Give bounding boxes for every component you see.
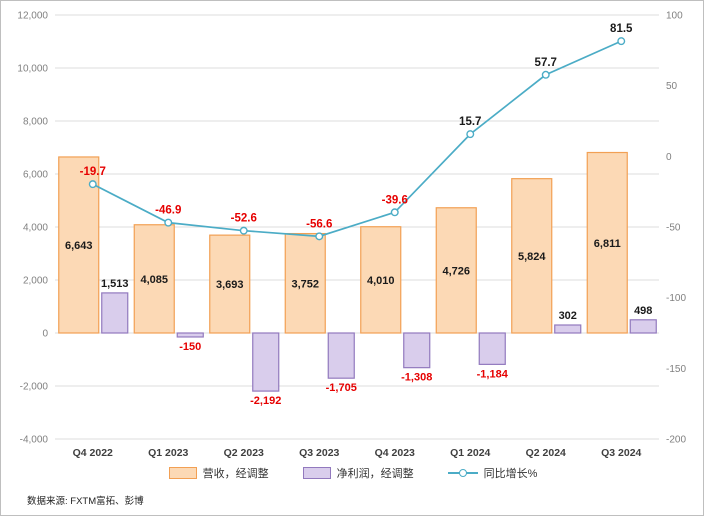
- profit-bar: [176, 332, 204, 338]
- left-axis-tick: 0: [42, 329, 48, 340]
- left-axis-tick: -2,000: [20, 382, 49, 393]
- growth-value-label: -39.6: [382, 194, 408, 206]
- source-note: 数据来源: FXTM富拓、彭博: [27, 496, 144, 507]
- left-axis-tick: 8,000: [23, 117, 48, 128]
- growth-marker: [315, 232, 324, 241]
- revenue-value-label: 3,693: [216, 279, 244, 291]
- left-axis-tick: 2,000: [23, 276, 48, 287]
- profit-bar: [478, 332, 506, 365]
- legend-label-profit: 净利润，经调整: [336, 468, 414, 480]
- revenue-value-label: 4,085: [140, 274, 168, 286]
- growth-value-label: -52.6: [231, 213, 257, 225]
- revenue-bar: [586, 151, 628, 334]
- growth-marker: [541, 70, 550, 79]
- x-axis-label: Q4 2023: [375, 447, 415, 459]
- profit-value-label: 302: [559, 310, 577, 322]
- revenue-value-label: 4,010: [367, 275, 395, 287]
- revenue-value-label: 4,726: [442, 265, 470, 277]
- right-axis-tick: 50: [666, 81, 678, 92]
- growth-marker: [164, 218, 173, 227]
- right-axis-tick: -150: [666, 364, 686, 375]
- revenue-bar: [284, 232, 326, 334]
- right-axis-tick: 0: [666, 152, 672, 163]
- profit-bar: [403, 332, 431, 369]
- growth-marker: [239, 226, 248, 235]
- left-axis-tick: -4,000: [20, 435, 49, 446]
- revenue-bar: [360, 226, 402, 334]
- left-axis-tick: 4,000: [23, 223, 48, 234]
- profit-bar: [101, 292, 129, 334]
- revenue-bar: [511, 178, 553, 334]
- legend-item-profit: 净利润，经调整: [302, 465, 414, 481]
- x-axis-label: Q1 2024: [450, 447, 490, 459]
- right-axis-tick: -200: [666, 435, 686, 446]
- growth-marker: [466, 130, 475, 139]
- x-axis-label: Q2 2024: [526, 447, 566, 459]
- chart-legend: 营收，经调整 净利润，经调整 同比增长%: [1, 465, 703, 481]
- revenue-value-label: 3,752: [291, 278, 319, 290]
- right-axis-tick: 100: [666, 11, 683, 22]
- growth-value-label: 15.7: [459, 116, 481, 128]
- growth-value-label: -56.6: [306, 218, 332, 230]
- growth-marker: [88, 180, 97, 189]
- profit-value-label: 498: [634, 305, 652, 317]
- legend-label-growth: 同比增长%: [483, 468, 538, 480]
- growth-line-swatch: [447, 467, 478, 479]
- profit-bar: [629, 319, 657, 334]
- profit-value-label: -2,192: [250, 395, 281, 407]
- profit-value-label: -1,184: [477, 368, 509, 380]
- profit-value-label: -150: [179, 341, 201, 353]
- profit-value-label: 1,513: [101, 278, 129, 290]
- revenue-value-label: 6,643: [65, 240, 93, 252]
- growth-value-label: 81.5: [610, 23, 633, 35]
- profit-value-label: -1,705: [326, 382, 357, 394]
- profit-swatch: [302, 467, 331, 479]
- revenue-value-label: 5,824: [518, 251, 546, 263]
- growth-marker: [617, 37, 626, 46]
- legend-label-revenue: 营收，经调整: [202, 468, 269, 480]
- revenue-swatch: [168, 467, 197, 479]
- profit-bar: [252, 332, 280, 392]
- legend-item-growth: 同比增长%: [447, 465, 538, 481]
- x-axis-label: Q3 2024: [601, 447, 641, 459]
- growth-line-marker: [458, 469, 467, 477]
- left-axis-tick: 10,000: [17, 64, 48, 75]
- right-axis-tick: -100: [666, 293, 686, 304]
- revenue-bar: [435, 207, 477, 334]
- left-axis-tick: 6,000: [23, 170, 48, 181]
- right-axis-tick: -50: [666, 223, 681, 234]
- x-axis-label: Q2 2023: [224, 447, 264, 459]
- revenue-value-label: 6,811: [594, 238, 621, 250]
- growth-value-label: -19.7: [80, 166, 106, 178]
- profit-value-label: -1,308: [401, 372, 432, 384]
- revenue-bar: [133, 224, 175, 334]
- growth-value-label: -46.9: [155, 205, 181, 217]
- growth-line: [92, 40, 622, 238]
- growth-value-label: 57.7: [535, 57, 557, 69]
- left-axis-tick: 12,000: [17, 11, 48, 22]
- x-axis-label: Q1 2023: [148, 447, 188, 459]
- revenue-bar: [209, 234, 251, 334]
- legend-item-revenue: 营收，经调整: [168, 465, 269, 481]
- combo-chart: -4,000 -2,000 0 2,000 4,000 6,000 8,000 10,000 1…: [17, 11, 686, 460]
- x-axis-label: Q3 2023: [299, 447, 339, 459]
- growth-marker: [390, 208, 399, 217]
- profit-bar: [327, 332, 355, 379]
- profit-bar: [554, 324, 582, 334]
- x-axis-label: Q4 2022: [73, 447, 113, 459]
